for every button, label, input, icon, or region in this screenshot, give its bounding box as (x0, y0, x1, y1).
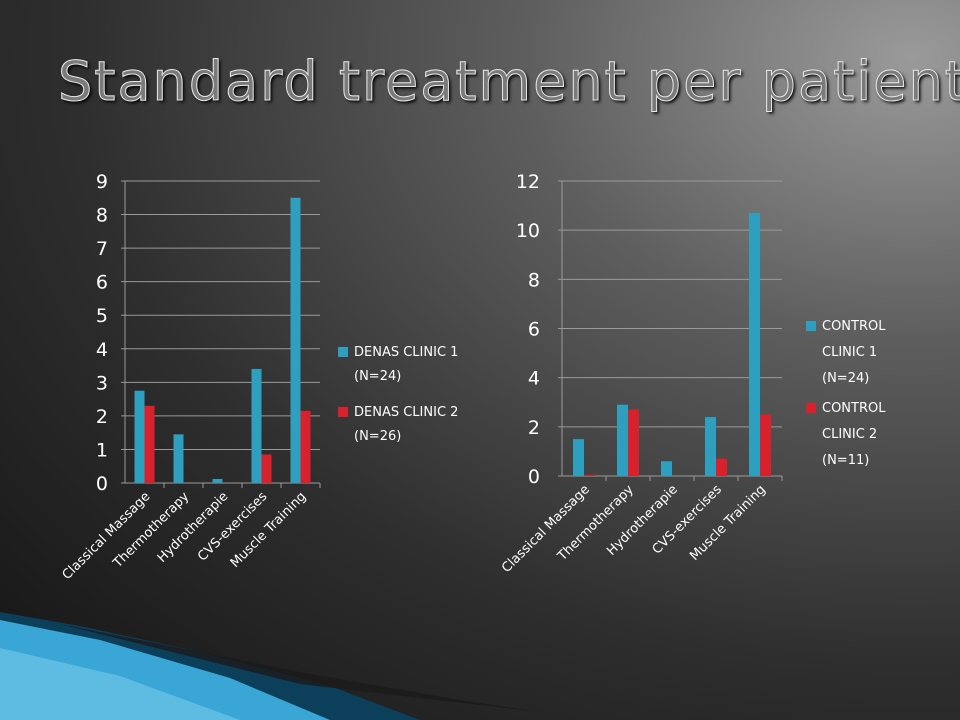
y-tick-label: 3 (96, 372, 108, 394)
bar-series-1 (251, 368, 262, 483)
legend-label: DENAS CLINIC 2 (354, 405, 458, 420)
bar-series-1 (134, 390, 145, 483)
legend-swatch (338, 407, 348, 417)
legend-swatch (338, 347, 348, 357)
y-tick-label: 10 (516, 220, 540, 242)
legend-swatch (806, 403, 816, 413)
bar-series-2 (628, 409, 639, 476)
legend-label: DENAS CLINIC 1 (354, 345, 458, 360)
legend-label: (N=24) (822, 371, 869, 386)
y-tick-label: 1 (96, 439, 108, 461)
legend-label: (N=24) (354, 369, 401, 384)
bar-series-1 (573, 439, 584, 476)
bar-series-1 (749, 212, 760, 477)
legend-label: (N=26) (354, 429, 401, 444)
swoosh-highlight (0, 648, 240, 720)
y-tick-label: 7 (96, 238, 108, 260)
y-tick-label: 9 (96, 171, 108, 193)
bar-series-1 (617, 404, 628, 476)
y-tick-label: 6 (96, 272, 108, 294)
bar-series-2 (584, 474, 595, 476)
bar-series-2 (760, 414, 771, 476)
x-category-label: Muscle Training (687, 482, 769, 564)
bar-series-1 (290, 197, 301, 483)
bar-series-1 (661, 461, 672, 476)
legend-label: CONTROL (822, 401, 886, 416)
y-tick-label: 2 (96, 406, 108, 428)
y-tick-label: 4 (96, 339, 108, 361)
bar-series-1 (705, 417, 716, 476)
decorative-swoosh (0, 612, 540, 720)
y-tick-label: 8 (96, 205, 108, 227)
slide-title: Standard treatment per patient (58, 50, 960, 114)
y-tick-label: 0 (528, 466, 540, 488)
x-category-label: Thermotherapy (554, 482, 637, 565)
y-tick-label: 0 (96, 473, 108, 495)
y-tick-label: 4 (528, 368, 540, 390)
legend-label: (N=11) (822, 453, 869, 468)
bar-series-1 (212, 478, 223, 483)
y-tick-label: 6 (528, 319, 540, 341)
y-tick-label: 2 (528, 417, 540, 439)
bar-series-2 (144, 405, 155, 483)
bar-series-2 (261, 454, 272, 483)
bar-series-2 (300, 410, 311, 483)
legend-label: CLINIC 1 (822, 345, 877, 360)
y-tick-label: 8 (528, 269, 540, 291)
bar-series-2 (716, 458, 727, 476)
bar-series-1 (173, 434, 184, 483)
legend-label: CLINIC 2 (822, 427, 877, 442)
y-tick-label: 12 (516, 171, 540, 193)
legend-label: CONTROL (822, 319, 886, 334)
legend-swatch (806, 321, 816, 331)
y-tick-label: 5 (96, 305, 108, 327)
